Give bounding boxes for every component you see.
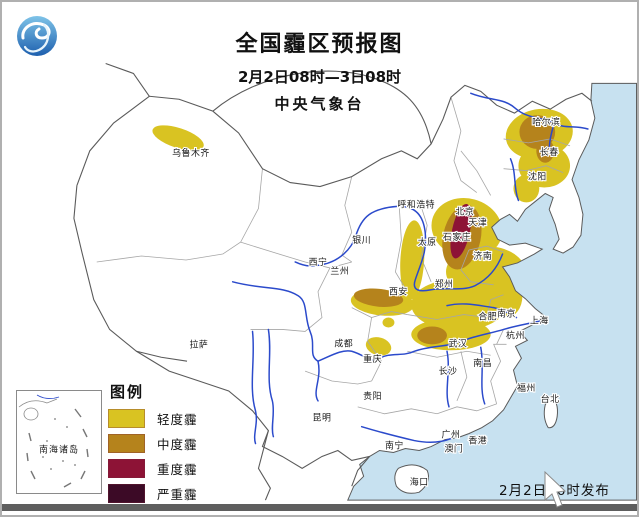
gan-river [479, 346, 486, 405]
issue-time: 2月2日06时发布 [499, 483, 610, 499]
city-label: 西安 [389, 286, 408, 298]
city-label: 台北 [541, 393, 560, 405]
city-label: 拉萨 [190, 338, 209, 350]
city-label: 南宁 [385, 440, 404, 452]
hainan-island [394, 464, 430, 494]
haze-area-light [382, 317, 395, 328]
city-label: 济南 [473, 250, 492, 262]
legend-label: 中度霾 [157, 437, 198, 452]
city-label: 广州 [442, 429, 461, 441]
city-label: 兰州 [330, 265, 349, 277]
map-title: 全国霾区预报图 [235, 32, 404, 57]
inset-dash-line [26, 408, 89, 488]
map-agency: 中央气象台 [274, 95, 365, 113]
xiang-river [446, 350, 450, 408]
haze-area-moderate [417, 326, 448, 345]
city-label: 天津 [468, 217, 487, 228]
city-label: 北京 [455, 205, 474, 217]
city-label: 乌鲁木齐 [172, 147, 210, 159]
yellow-river [294, 205, 504, 292]
city-label: 海口 [410, 476, 429, 488]
city-label: 长沙 [439, 365, 458, 377]
city-label: 银川 [352, 234, 371, 246]
frame-bottom-bar [2, 504, 637, 511]
city-label: 成都 [334, 337, 353, 349]
ocean [347, 82, 637, 501]
legend-item-light: 轻度霾 [108, 409, 198, 428]
city-label: 南昌 [473, 357, 492, 369]
legend-swatch-heavy [108, 459, 145, 478]
city-label: 石家庄 [443, 231, 471, 243]
city-label: 太原 [418, 236, 437, 248]
haze-area-light [365, 337, 392, 356]
legend-swatch-light [108, 409, 145, 428]
city-label: 呼和浩特 [397, 198, 435, 210]
legend-swatch-moderate [108, 434, 145, 453]
rivers-layer [231, 92, 589, 445]
yangtze-river [231, 281, 543, 363]
songhua-branch [548, 122, 555, 154]
city-label: 武汉 [448, 337, 467, 349]
taiwan-island [543, 396, 558, 429]
city-label: 昆明 [313, 413, 332, 424]
title-block: 全国霾区预报图 2月2日08时—3日08时 中央气象台 [235, 26, 403, 114]
province-borders [96, 97, 571, 415]
city-label: 哈尔滨 [532, 116, 560, 128]
legend: 图例 轻度霾中度霾重度霾严重霾 [108, 381, 198, 509]
south-china-sea-inset: 南海诸岛 [16, 390, 102, 494]
inset-hainan [23, 407, 39, 421]
huai-river [446, 303, 518, 319]
inset-islands [42, 418, 76, 470]
city-label: 贵阳 [363, 390, 382, 402]
city-label: 上海 [530, 314, 549, 326]
city-label: 香港 [468, 435, 487, 447]
city-label: 郑州 [435, 278, 454, 290]
jinsha-river [315, 360, 320, 402]
songhua-river [470, 92, 589, 130]
haze-area-light [400, 220, 425, 300]
city-label: 南京 [497, 308, 516, 320]
city-label: 澳门 [445, 442, 464, 454]
legend-item-heavy: 重度霾 [108, 459, 198, 478]
city-label: 沈阳 [528, 171, 547, 183]
legend-rows: 轻度霾中度霾重度霾严重霾 [108, 409, 198, 503]
inset-map [18, 394, 89, 488]
legend-swatch-severe [108, 484, 145, 503]
mekong-river [267, 328, 275, 438]
haze-area-light [513, 174, 540, 203]
map-valid-period: 2月2日08时—3日08时 [237, 68, 402, 86]
legend-item-severe: 严重霾 [108, 484, 198, 503]
inset-label: 南海诸岛 [38, 445, 80, 456]
haze-area-light [152, 125, 204, 151]
national-borders [73, 63, 593, 501]
cma-logo-icon [17, 16, 57, 56]
city-label: 合肥 [478, 311, 497, 323]
liao-river [509, 158, 520, 202]
legend-label: 严重霾 [157, 487, 198, 502]
legend-item-moderate: 中度霾 [108, 434, 198, 453]
pearl-river [360, 425, 452, 444]
haze-area-moderate [353, 288, 404, 307]
city-label: 福州 [517, 382, 536, 394]
city-label: 西宁 [309, 256, 328, 268]
city-label: 长春 [540, 146, 559, 158]
haze-area-heavy [450, 203, 472, 259]
city-label: 重庆 [363, 353, 382, 365]
city-label: 杭州 [506, 329, 525, 341]
salween-river [251, 330, 258, 445]
legend-title: 图例 [110, 383, 145, 401]
legend-label: 重度霾 [157, 462, 198, 477]
legend-label: 轻度霾 [157, 412, 198, 427]
